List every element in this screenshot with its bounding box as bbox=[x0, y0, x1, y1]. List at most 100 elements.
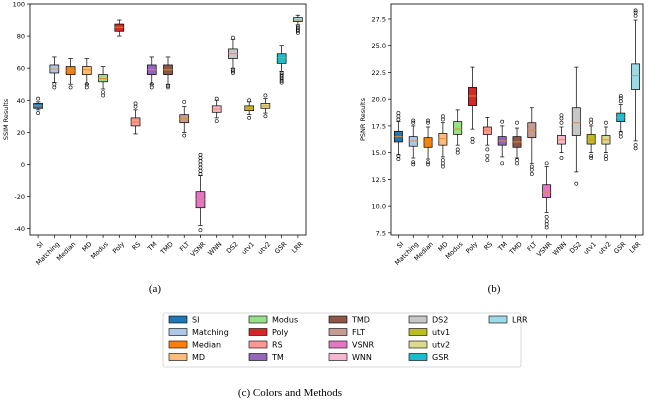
outlier-point bbox=[182, 133, 187, 138]
outlier-point bbox=[618, 99, 623, 104]
legend-label: GSR bbox=[432, 353, 449, 362]
outlier-point bbox=[544, 222, 549, 227]
outlier-point bbox=[559, 120, 564, 125]
outlier-point bbox=[440, 114, 445, 119]
outlier-point bbox=[604, 157, 608, 161]
box-iqr bbox=[453, 121, 463, 135]
legend-item-utv2: utv2 bbox=[408, 340, 450, 350]
outlier-point bbox=[440, 164, 445, 169]
outlier-point bbox=[515, 161, 519, 166]
x-tick-label: GSR bbox=[612, 240, 628, 256]
legend-label: Matching bbox=[192, 328, 229, 337]
x-tick-label: utv2 bbox=[256, 240, 272, 256]
outlier-point bbox=[411, 160, 416, 165]
outlier-point bbox=[166, 85, 170, 90]
outlier-point bbox=[618, 134, 623, 139]
outlier-point bbox=[529, 164, 534, 169]
outlier-point bbox=[426, 120, 430, 125]
box-rs bbox=[482, 117, 492, 163]
outlier-point bbox=[559, 116, 564, 121]
legend-item-matching: Matching bbox=[168, 328, 229, 337]
legend: SI Matching Median MD Modus Poly RS TM TMD FLT VSN… bbox=[162, 312, 528, 368]
legend-label: Median bbox=[192, 341, 221, 350]
x-tick-label: utv1 bbox=[240, 240, 256, 256]
outlier-point bbox=[231, 69, 235, 74]
legend-swatch bbox=[408, 315, 428, 324]
legend-item-md: MD bbox=[168, 353, 205, 362]
y-tick-label: 17.5 bbox=[372, 122, 386, 130]
y-tick-label: 40 bbox=[17, 97, 25, 105]
x-tick-label: RS bbox=[131, 240, 143, 252]
legend-swatch bbox=[248, 340, 268, 349]
box-iqr bbox=[82, 66, 92, 75]
outlier-point bbox=[36, 111, 41, 115]
x-tick-label: SI bbox=[35, 240, 45, 250]
outlier-point bbox=[515, 158, 519, 163]
outlier-point bbox=[426, 118, 430, 123]
legend-swatch bbox=[168, 340, 188, 349]
outlier-point bbox=[295, 24, 300, 29]
outlier-point bbox=[604, 120, 608, 125]
box-wnn bbox=[211, 96, 222, 124]
outlier-point bbox=[633, 10, 638, 15]
x-tick-label: DS2 bbox=[568, 240, 583, 255]
y-tick-label: 25.0 bbox=[372, 42, 386, 50]
box-wnn bbox=[557, 113, 566, 160]
outlier-point bbox=[589, 117, 594, 122]
x-tick-label: FLT bbox=[178, 240, 191, 253]
legend-swatch bbox=[408, 328, 428, 336]
outlier-point bbox=[544, 161, 549, 166]
box-iqr bbox=[408, 136, 418, 147]
outlier-point bbox=[440, 158, 445, 163]
box-gsr bbox=[276, 45, 287, 85]
y-tick-label: 20.0 bbox=[372, 96, 386, 104]
y-tick-label: 80 bbox=[17, 33, 25, 41]
legend-swatch bbox=[408, 340, 428, 349]
outlier-point bbox=[52, 85, 57, 90]
outlier-point bbox=[455, 150, 460, 155]
outlier-point bbox=[198, 152, 203, 157]
legend-swatch bbox=[328, 328, 348, 336]
legend-swatch bbox=[328, 340, 348, 349]
outlier-point bbox=[198, 156, 203, 160]
outlier-point bbox=[515, 120, 519, 125]
box-lrr bbox=[631, 8, 641, 151]
box-utv2 bbox=[260, 93, 271, 119]
y-tick-label: 7.5 bbox=[376, 229, 386, 237]
outlier-point bbox=[633, 146, 638, 151]
outlier-point bbox=[544, 219, 549, 223]
outlier-point bbox=[68, 85, 73, 90]
y-tick-label: 0 bbox=[21, 161, 25, 169]
caption-a: (a) bbox=[149, 283, 162, 295]
x-tick-label: Poly bbox=[464, 240, 479, 255]
box-modus bbox=[98, 66, 108, 98]
legend-swatch bbox=[248, 328, 268, 336]
legend-swatch bbox=[248, 353, 268, 361]
box-matching bbox=[49, 56, 60, 90]
outlier-point bbox=[198, 159, 203, 164]
outlier-point bbox=[574, 181, 579, 186]
y-tick-label: -20 bbox=[14, 193, 25, 201]
outlier-point bbox=[133, 104, 138, 109]
x-tick-label: VSNR bbox=[189, 240, 208, 259]
y-tick-label: -40 bbox=[14, 225, 25, 233]
legend-swatch bbox=[328, 353, 348, 361]
box-poly bbox=[114, 19, 125, 37]
outlier-point bbox=[604, 153, 608, 158]
box-iqr bbox=[631, 63, 641, 90]
legend-item-ds2: DS2 bbox=[408, 315, 448, 325]
legend-label: DS2 bbox=[432, 316, 448, 325]
x-tick-label: GSR bbox=[273, 240, 289, 256]
outlier-point bbox=[544, 225, 549, 230]
outlier-point bbox=[231, 35, 235, 40]
outlier-point bbox=[198, 168, 203, 173]
outlier-point bbox=[485, 147, 490, 152]
outlier-point bbox=[559, 156, 564, 160]
outlier-point bbox=[396, 114, 401, 119]
outlier-point bbox=[396, 117, 401, 122]
outlier-point bbox=[485, 153, 490, 158]
box-matching bbox=[408, 118, 418, 167]
y-tick-label: 27.5 bbox=[372, 15, 386, 23]
legend-label: TMD bbox=[351, 316, 370, 325]
outlier-point bbox=[589, 120, 594, 125]
